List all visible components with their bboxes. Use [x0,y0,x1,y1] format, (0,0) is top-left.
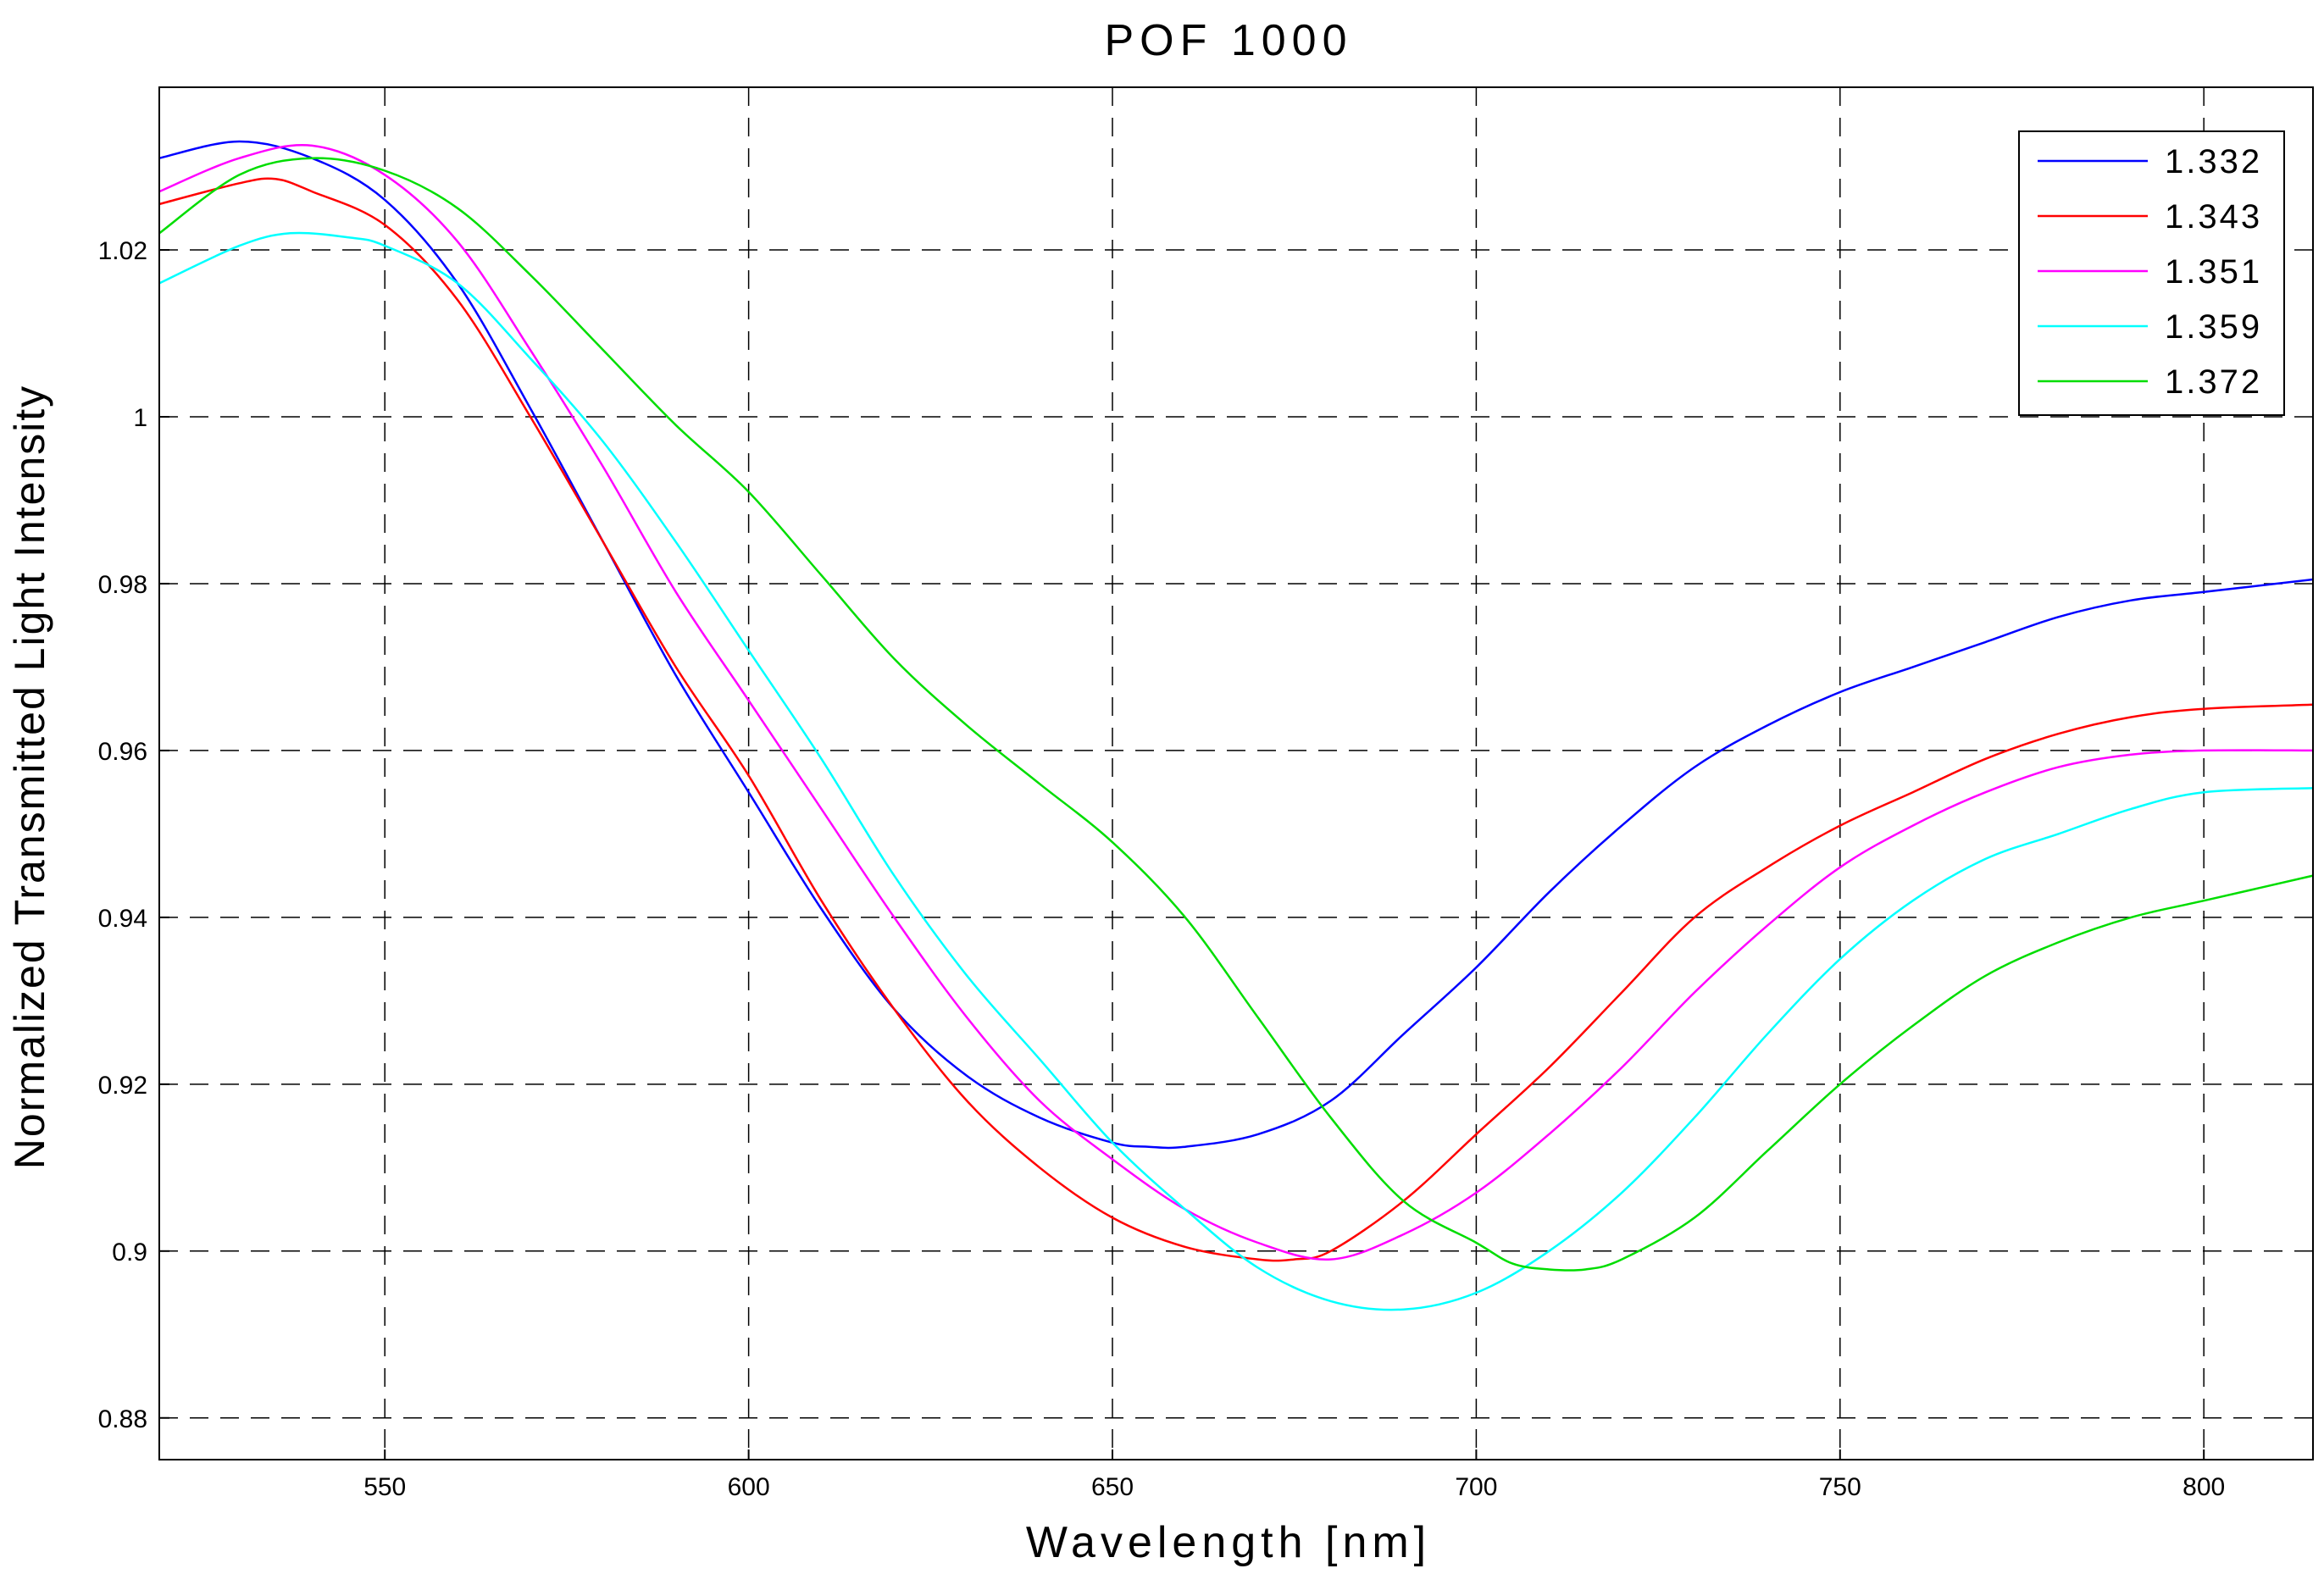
y-tick-label: 0.94 [98,905,147,933]
y-tick-label: 0.88 [98,1405,147,1433]
y-tick-label: 1.02 [98,237,147,265]
series-line-1-343 [158,177,2314,1262]
series-line-1-359 [158,231,2314,1311]
x-tick-label: 800 [2183,1473,2225,1501]
legend-label: 1.351 [2165,253,2262,291]
legend-box [2018,130,2285,416]
y-axis-label: Normalized Transmitted Light Intensity [6,385,53,1169]
legend-label: 1.359 [2165,308,2262,346]
x-axis-label: Wavelength [nm] [1026,1518,1431,1567]
chart-title: POF 1000 [1104,16,1352,65]
legend: 1.332 1.343 1.351 1.359 1.372 [2018,130,2285,416]
series-line-1-332 [158,140,2314,1150]
y-tick-label: 0.9 [112,1239,147,1266]
series-line-1-351 [158,144,2314,1261]
y-tick-labels: 0.88 0.9 0.92 0.94 0.96 0.98 1 1.02 [98,237,147,1433]
series-layer [158,140,2314,1311]
legend-label: 1.372 [2165,363,2262,401]
x-tick-labels: 550 600 650 700 750 800 [363,1473,2225,1501]
y-tick-label: 0.98 [98,571,147,599]
y-tick-label: 1 [133,404,147,432]
x-tick-label: 600 [728,1473,770,1501]
plot-frame [158,86,2314,1460]
x-tick-label: 750 [1819,1473,1861,1501]
y-tick-label: 0.92 [98,1072,147,1100]
x-tick-label: 550 [363,1473,406,1501]
legend-label: 1.332 [2165,143,2262,180]
y-tick-label: 0.96 [98,738,147,766]
x-tick-label: 650 [1091,1473,1134,1501]
legend-label: 1.343 [2165,198,2262,236]
series-line-1-372 [158,157,2314,1272]
x-tick-label: 700 [1455,1473,1497,1501]
